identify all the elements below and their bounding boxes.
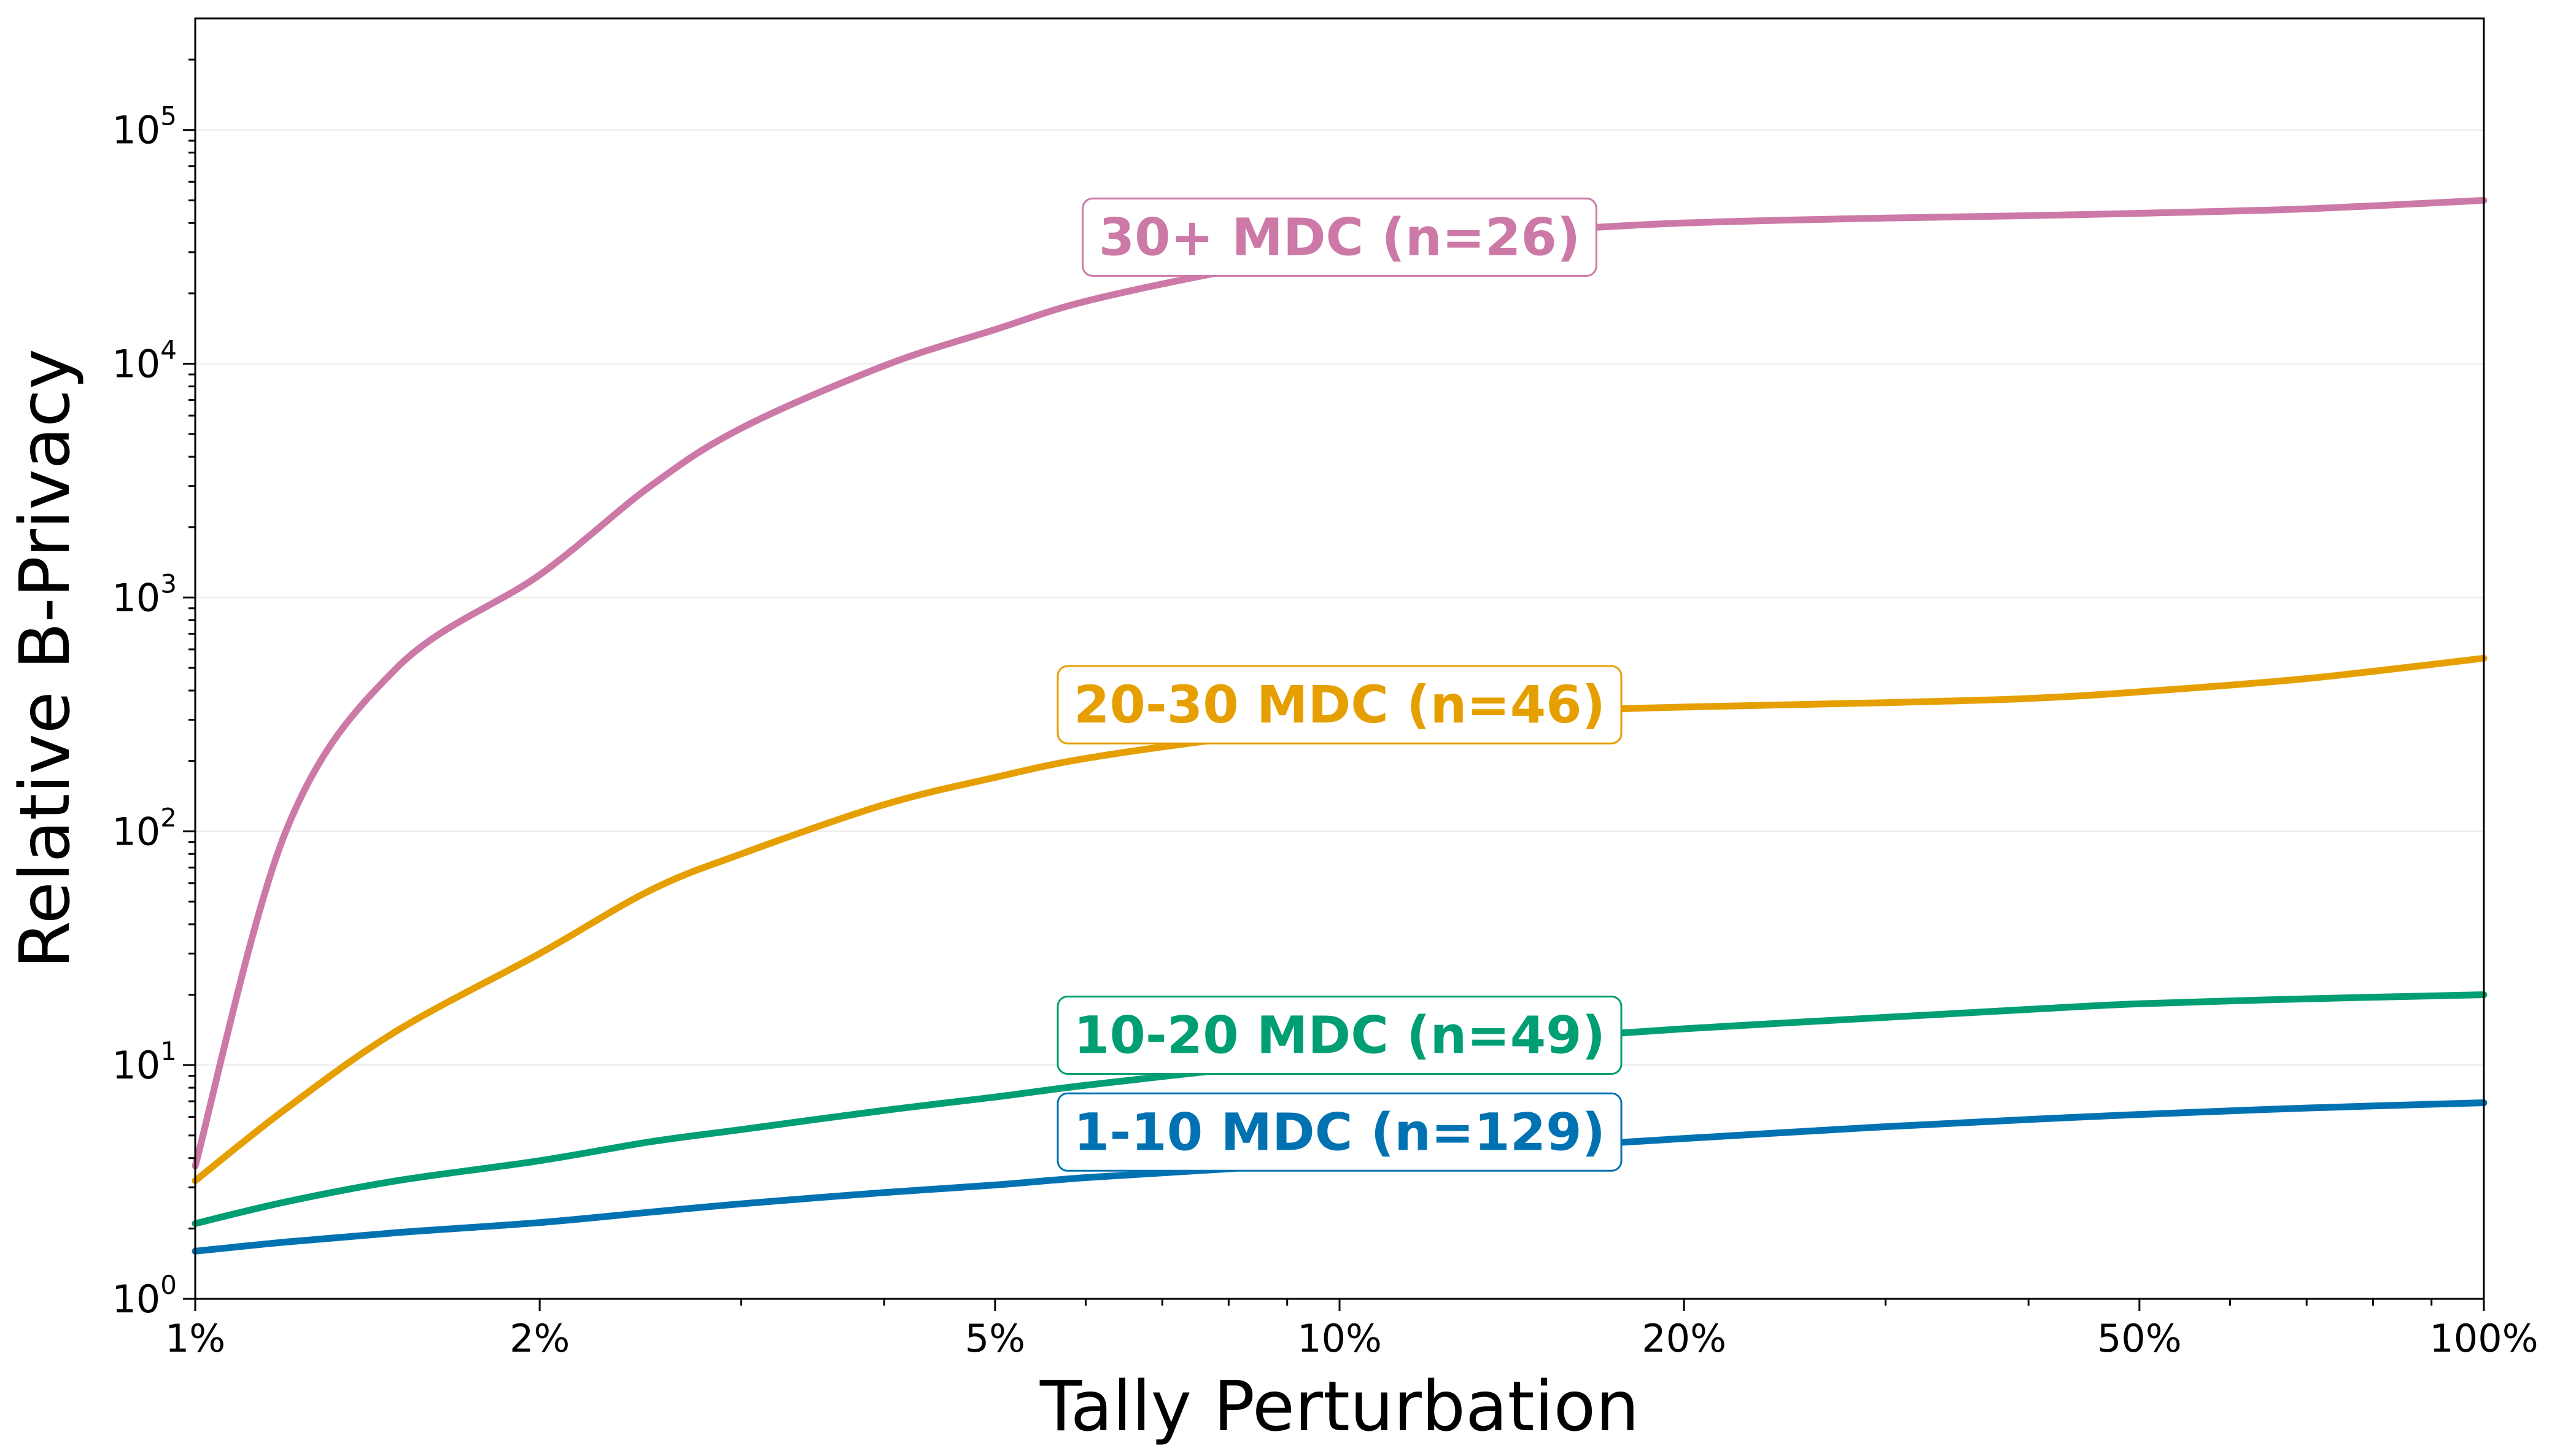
series-label-box xyxy=(1057,1092,1623,1172)
y-tick-exponent: 0 xyxy=(160,1270,177,1300)
x-tick-label: 2% xyxy=(510,1316,570,1361)
series-label-box xyxy=(1057,665,1623,745)
axis-ticks xyxy=(183,58,2485,1311)
x-tick-label: 5% xyxy=(965,1316,1025,1361)
y-tick-base: 10 xyxy=(112,1277,160,1322)
x-tick-label: 20% xyxy=(1642,1316,1726,1361)
series-labels: 30+ MDC (n=26) 20-30 MDC (n=46) 10-20 MDC … xyxy=(1057,197,1623,1172)
series-label-2: 10-20 MDC (n=49) xyxy=(1057,996,1623,1075)
y-tick-label: 105 xyxy=(112,101,177,153)
y-tick-label: 104 xyxy=(112,335,177,387)
x-tick-label: 50% xyxy=(2097,1316,2182,1361)
series-label-0: 30+ MDC (n=26) xyxy=(1082,197,1597,277)
x-tick-label: 100% xyxy=(2429,1316,2538,1361)
y-tick-base: 10 xyxy=(112,342,160,387)
y-axis-title: Relative B-Privacy xyxy=(6,349,85,969)
y-tick-label: 101 xyxy=(112,1036,177,1088)
x-tick-label: 1% xyxy=(165,1316,225,1361)
x-axis-title: Tally Perturbation xyxy=(1039,1367,1639,1447)
y-tick-exponent: 4 xyxy=(160,335,177,365)
y-tick-exponent: 2 xyxy=(160,802,177,832)
series-label-text: 20-30 MDC (n=46) xyxy=(1074,675,1605,735)
y-tick-label: 100 xyxy=(112,1270,177,1322)
series-label-box xyxy=(1057,996,1623,1075)
y-tick-exponent: 3 xyxy=(160,568,177,598)
series-label-box xyxy=(1082,197,1597,277)
y-tick-label: 103 xyxy=(112,568,177,620)
y-tick-exponent: 1 xyxy=(160,1036,177,1066)
y-tick-base: 10 xyxy=(112,108,160,153)
y-tick-label: 102 xyxy=(112,802,177,854)
y-tick-base: 10 xyxy=(112,809,160,854)
x-tick-label: 10% xyxy=(1297,1316,1382,1361)
y-tick-base: 10 xyxy=(112,1043,160,1088)
series-label-1: 20-30 MDC (n=46) xyxy=(1057,665,1623,745)
gridlines xyxy=(195,129,2484,1066)
series-label-text: 30+ MDC (n=26) xyxy=(1099,207,1581,267)
y-tick-base: 10 xyxy=(112,575,160,620)
series-label-3: 1-10 MDC (n=129) xyxy=(1057,1092,1623,1172)
series-label-text: 10-20 MDC (n=49) xyxy=(1074,1005,1605,1066)
series-label-text: 1-10 MDC (n=129) xyxy=(1074,1102,1605,1162)
y-tick-exponent: 5 xyxy=(160,101,177,131)
